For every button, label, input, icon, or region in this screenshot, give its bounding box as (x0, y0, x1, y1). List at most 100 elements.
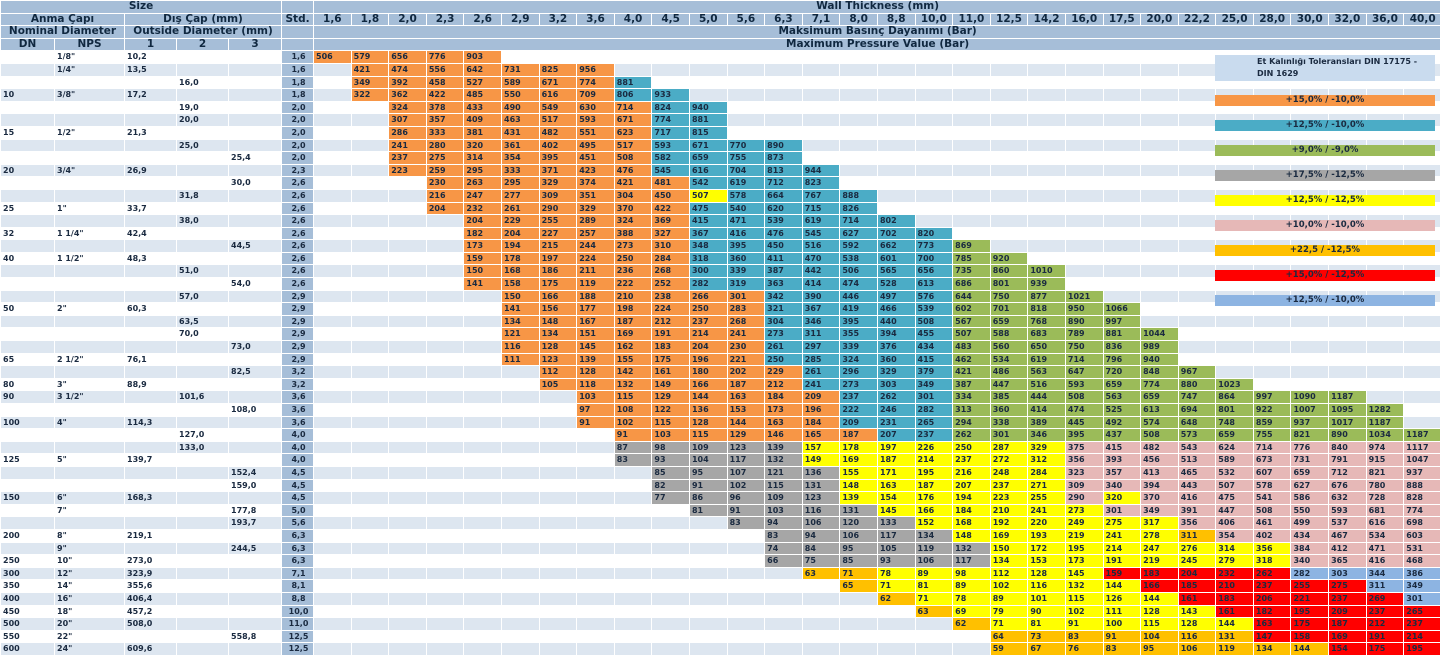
pressure-cell: 630 (576, 100, 615, 115)
od1-cell: 26,9 (124, 163, 177, 178)
nps-cell (54, 277, 125, 291)
nps-cell: 22" (54, 629, 125, 644)
wall-thickness-27: 32,0 (1328, 12, 1367, 27)
pressure-cell: 284 (651, 251, 690, 266)
pressure-cell: 324 (839, 352, 878, 367)
table-row: 200 8" 219,1 6,3 83 94 106 117 134 148 169 193 219 24… (0, 528, 1440, 543)
empty-cell (1140, 289, 1179, 304)
pressure-cell: 450 (651, 188, 690, 203)
std-cell: 1,6 (281, 62, 315, 77)
empty-cell (538, 642, 578, 656)
empty-cell (350, 289, 390, 304)
od3-cell: 108,0 (227, 403, 283, 417)
empty-cell (388, 340, 427, 354)
empty-cell (989, 201, 1029, 216)
empty-cell (576, 503, 615, 518)
dn-cell: 200 (0, 528, 55, 543)
pressure-cell: 593 (1328, 503, 1367, 518)
empty-cell (388, 428, 427, 442)
wall-thickness-19: 14,2 (1027, 12, 1066, 27)
od2-cell (176, 642, 229, 656)
pressure-cell: 204 (463, 214, 502, 228)
pressure-cell: 534 (1365, 528, 1405, 543)
pressure-cell: 132 (613, 377, 653, 392)
od1-cell: 33,7 (124, 201, 177, 216)
empty-cell (463, 554, 502, 568)
pressure-cell: 222 (613, 277, 653, 291)
pressure-cell: 1007 (1290, 403, 1330, 417)
empty-cell (388, 554, 427, 568)
pressure-cell: 144 (726, 415, 766, 430)
empty-cell (1102, 113, 1142, 127)
pressure-cell: 151 (576, 327, 615, 342)
pressure-cell: 198 (613, 302, 653, 316)
pressure-cell: 271 (1027, 478, 1066, 493)
pressure-cell: 121 (764, 465, 803, 480)
od3-cell (227, 428, 283, 442)
empty-cell (388, 440, 427, 455)
pressure-cell: 450 (764, 239, 803, 253)
od1-cell: 114,3 (124, 415, 177, 430)
empty-cell (1290, 327, 1330, 342)
od1-cell: 10,2 (124, 50, 177, 64)
dn-cell (0, 403, 55, 417)
pressure-cell: 204 (501, 226, 540, 241)
empty-cell (914, 151, 954, 165)
pressure-cell: 370 (1140, 491, 1179, 505)
empty-cell (839, 75, 878, 90)
table-row: 30,0 2,6 230 263 295 329 374 421 481 542 619 712 823 (0, 176, 1440, 190)
table-row: 159,0 4,5 82 91 102 115 131 148 163 187 207 237 271 3… (0, 478, 1440, 493)
pressure-cell: 789 (1064, 327, 1104, 342)
pressure-cell: 196 (688, 352, 728, 367)
pressure-cell: 212 (651, 314, 690, 329)
pressure-cell: 455 (914, 327, 954, 342)
nps-cell (54, 340, 125, 354)
pressure-cell: 387 (764, 264, 803, 279)
empty-cell (1102, 176, 1142, 190)
pressure-cell: 173 (764, 403, 803, 417)
pressure-cell: 492 (1102, 415, 1142, 430)
pressure-cell: 363 (764, 277, 803, 291)
dn-cell (0, 327, 55, 342)
pressure-cell: 131 (1215, 629, 1254, 644)
pressure-cell: 642 (463, 62, 502, 77)
empty-cell (1064, 125, 1104, 140)
pressure-cell: 59 (989, 642, 1029, 656)
pressure-cell: 447 (989, 377, 1029, 392)
tolerance-box-1: +12,5% / -10,0% (1215, 120, 1435, 131)
pressure-cell: 768 (1027, 314, 1066, 329)
empty-cell (538, 541, 578, 556)
pressure-cell: 956 (576, 62, 615, 77)
std-cell: 2,6 (281, 264, 315, 279)
pressure-cell: 826 (839, 201, 878, 216)
pressure-cell: 175 (651, 352, 690, 367)
empty-cell (350, 591, 390, 606)
pressure-cell: 103 (651, 428, 690, 442)
pressure-cell: 375 (1064, 440, 1104, 455)
empty-cell (425, 440, 465, 455)
od1-cell (124, 465, 177, 480)
pressure-cell: 451 (576, 151, 615, 165)
empty-cell (914, 163, 954, 178)
empty-cell (463, 478, 502, 493)
empty-cell (313, 302, 352, 316)
pressure-cell: 133 (876, 516, 916, 530)
od2-cell (176, 453, 229, 467)
pressure-cell: 673 (1252, 453, 1292, 467)
pressure-cell: 106 (1177, 642, 1217, 656)
nps-cell (54, 151, 125, 165)
pressure-cell: 128 (1177, 617, 1217, 631)
empty-cell (764, 125, 803, 140)
pressure-cell: 183 (1140, 566, 1179, 581)
empty-cell (651, 528, 690, 543)
pressure-cell: 144 (688, 390, 728, 404)
pressure-cell: 216 (952, 465, 991, 480)
pressure-cell: 348 (688, 239, 728, 253)
pressure-cell: 175 (1365, 642, 1405, 656)
empty-cell (576, 428, 615, 442)
pressure-cell: 278 (1140, 528, 1179, 543)
pressure-cell: 207 (952, 478, 991, 493)
empty-cell (1102, 226, 1142, 241)
od3-cell (227, 264, 283, 279)
pressure-cell: 303 (1328, 566, 1367, 581)
